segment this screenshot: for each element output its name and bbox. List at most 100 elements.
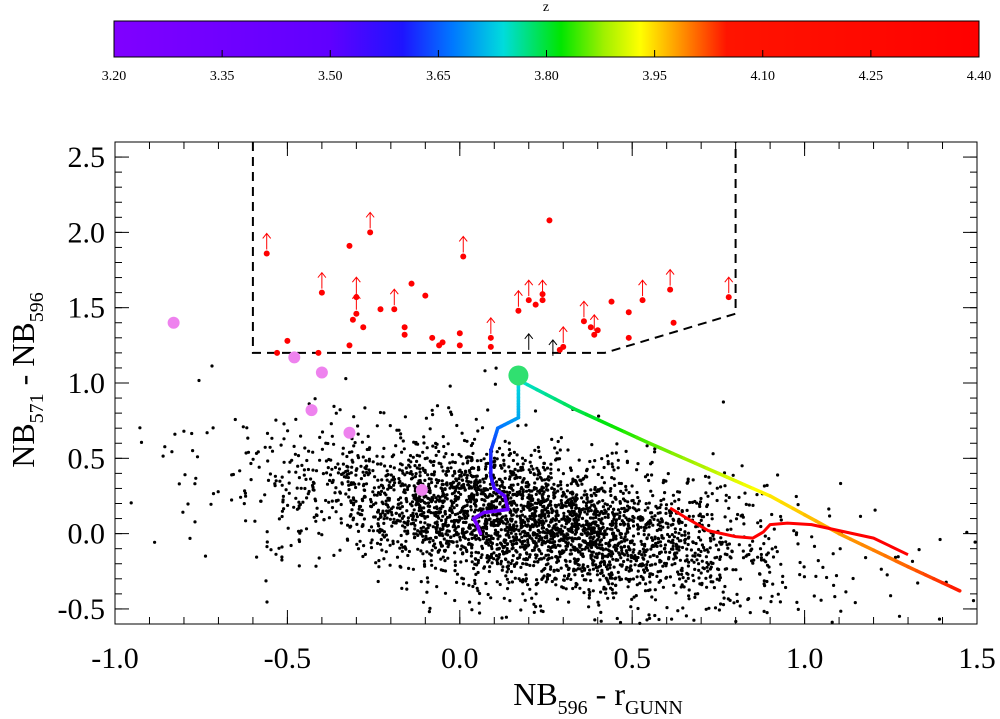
background-point — [170, 450, 174, 454]
background-point — [528, 460, 532, 464]
background-point — [492, 519, 496, 523]
background-point — [366, 473, 370, 477]
background-point — [377, 559, 381, 563]
background-point — [654, 544, 658, 548]
background-point — [544, 482, 548, 486]
background-point — [520, 456, 525, 460]
background-point — [510, 543, 515, 547]
background-point — [556, 484, 560, 488]
background-point — [496, 537, 500, 541]
background-point — [336, 462, 340, 466]
background-point — [453, 528, 457, 532]
background-point — [336, 471, 340, 475]
background-point — [651, 523, 655, 527]
background-point — [577, 563, 581, 567]
background-point — [428, 489, 432, 493]
background-point — [458, 538, 462, 542]
background-point — [630, 499, 634, 503]
background-point — [569, 482, 573, 486]
background-point — [644, 502, 648, 506]
background-point — [562, 514, 566, 518]
lae-point — [587, 324, 594, 331]
background-point — [499, 559, 503, 564]
background-point — [507, 581, 511, 585]
lae-point — [346, 342, 353, 349]
background-point — [281, 494, 285, 498]
background-point — [678, 558, 683, 562]
background-point — [611, 465, 615, 469]
background-point — [612, 514, 616, 518]
background-point — [413, 527, 417, 531]
background-point — [457, 469, 461, 473]
background-point — [433, 546, 438, 550]
background-point — [680, 509, 684, 514]
background-point — [748, 543, 752, 547]
background-point — [280, 545, 284, 549]
background-point — [653, 514, 657, 518]
background-point — [614, 451, 618, 455]
background-point — [559, 532, 563, 536]
background-point — [495, 480, 499, 484]
background-point — [521, 578, 525, 582]
background-point — [558, 448, 562, 452]
background-point — [642, 550, 646, 554]
background-point — [304, 477, 308, 481]
background-point — [448, 461, 452, 465]
background-point — [439, 486, 443, 490]
background-point — [557, 539, 562, 543]
lae-arrow — [351, 292, 361, 310]
background-point — [726, 546, 730, 550]
background-point — [732, 601, 736, 605]
background-point — [527, 495, 531, 499]
background-point — [288, 460, 292, 464]
background-point — [507, 533, 511, 538]
background-point — [280, 514, 284, 519]
background-point — [287, 491, 291, 495]
background-point — [540, 513, 544, 518]
background-point — [534, 556, 538, 560]
background-point — [636, 527, 641, 531]
background-point — [680, 566, 684, 570]
background-point — [614, 521, 618, 526]
background-point — [469, 505, 473, 509]
background-point — [431, 463, 435, 467]
background-point — [691, 514, 695, 518]
background-point — [746, 597, 750, 602]
background-point — [521, 530, 525, 534]
background-point — [500, 479, 504, 483]
background-point — [360, 524, 364, 529]
background-point — [416, 442, 420, 446]
background-point — [600, 552, 604, 556]
background-point — [455, 580, 459, 585]
background-point — [593, 485, 597, 490]
background-point — [287, 470, 291, 474]
background-point — [418, 470, 422, 474]
background-point — [395, 518, 400, 522]
background-point — [677, 490, 682, 494]
background-point — [610, 582, 615, 586]
lae-candidates — [262, 211, 734, 356]
background-point — [419, 509, 423, 513]
lae-arrow — [638, 279, 647, 297]
background-point — [686, 477, 690, 481]
background-point — [505, 570, 509, 574]
y-axis-label-sub1: 571 — [26, 393, 48, 423]
background-point — [350, 508, 354, 512]
lae-arrow — [558, 326, 568, 343]
background-point — [464, 530, 468, 535]
background-point — [873, 508, 877, 512]
background-point — [421, 552, 425, 556]
lae-point — [422, 292, 429, 299]
background-point — [434, 484, 438, 488]
background-point — [471, 451, 475, 455]
background-point — [642, 533, 646, 537]
background-point — [597, 535, 601, 539]
background-point — [718, 573, 722, 577]
background-point — [593, 511, 597, 515]
background-point — [541, 505, 545, 509]
background-point — [810, 535, 814, 539]
background-point — [703, 548, 707, 552]
background-point — [608, 504, 613, 508]
background-point — [626, 545, 631, 549]
background-point — [536, 473, 540, 477]
